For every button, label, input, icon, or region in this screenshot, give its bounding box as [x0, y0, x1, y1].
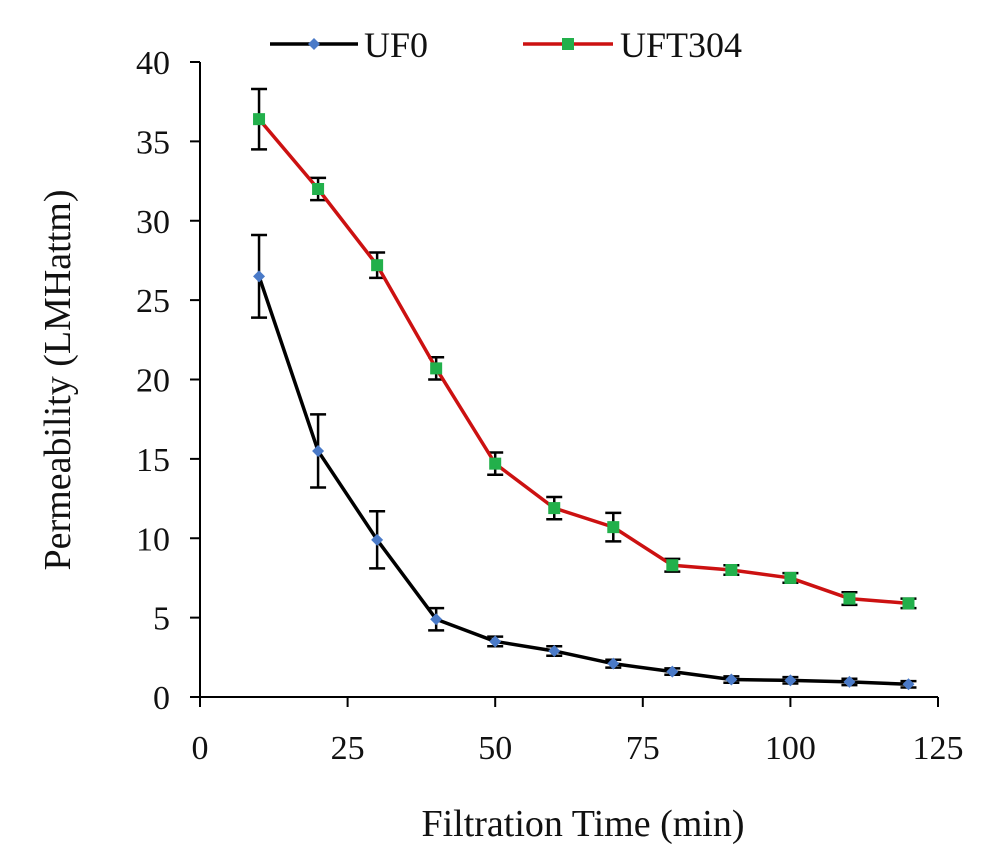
data-point [784, 674, 797, 687]
y-tick-label: 10 [136, 521, 170, 558]
series-line [257, 275, 909, 687]
data-point [725, 564, 738, 576]
data-point [548, 502, 561, 515]
x-tick-label: 25 [331, 730, 365, 767]
y-tick-label: 40 [136, 45, 170, 82]
data-point [902, 678, 915, 691]
y-tick-label: 5 [153, 601, 170, 638]
x-axis-title: Filtration Time (min) [421, 803, 744, 845]
data-point [784, 571, 797, 584]
series-uf0 [251, 233, 917, 691]
series-line [257, 118, 909, 606]
legend: UF0 UFT304 [270, 25, 742, 65]
y-tick-label: 25 [136, 283, 170, 320]
y-tick-label: 0 [153, 680, 170, 717]
data-point [607, 657, 620, 670]
data-point [843, 592, 856, 605]
series-layer [251, 87, 917, 691]
data-point [666, 665, 679, 678]
data-point [253, 270, 266, 283]
legend-item-uf0: UF0 [270, 25, 428, 65]
series-uft304 [251, 87, 917, 610]
y-tick-label: 35 [136, 124, 170, 161]
data-point [489, 457, 502, 470]
x-tick-label: 50 [478, 730, 512, 767]
data-point [725, 673, 738, 686]
y-ticks: 0 5 10 15 20 25 30 35 40 [136, 45, 200, 717]
legend-label-uf0: UF0 [364, 25, 428, 65]
x-tick-label: 0 [192, 730, 209, 767]
y-tick-label: 15 [136, 442, 170, 479]
data-point [312, 444, 325, 457]
y-axis-title: Permeability (LMHattm) [37, 190, 79, 571]
data-point [843, 675, 856, 688]
data-point [430, 613, 443, 626]
data-point [548, 644, 561, 657]
data-point [371, 259, 384, 272]
x-tick-label: 75 [626, 730, 660, 767]
x-tick-label: 125 [913, 730, 964, 767]
data-point [312, 183, 325, 195]
x-tick-label: 100 [765, 730, 816, 767]
y-tick-label: 20 [136, 363, 170, 400]
y-tick-label: 30 [136, 204, 170, 241]
data-point [902, 597, 915, 610]
data-point [489, 635, 502, 648]
data-point [371, 533, 384, 546]
legend-label-uft304: UFT304 [620, 25, 742, 65]
legend-marker-uf0 [308, 38, 320, 50]
data-point [253, 113, 266, 126]
x-ticks: 0 25 50 75 100 125 [192, 697, 964, 767]
legend-item-uft304: UFT304 [523, 25, 742, 65]
legend-marker-uft304 [562, 38, 574, 50]
data-point [607, 521, 620, 534]
data-point [666, 559, 679, 572]
data-point [430, 362, 443, 375]
axes [199, 62, 938, 698]
